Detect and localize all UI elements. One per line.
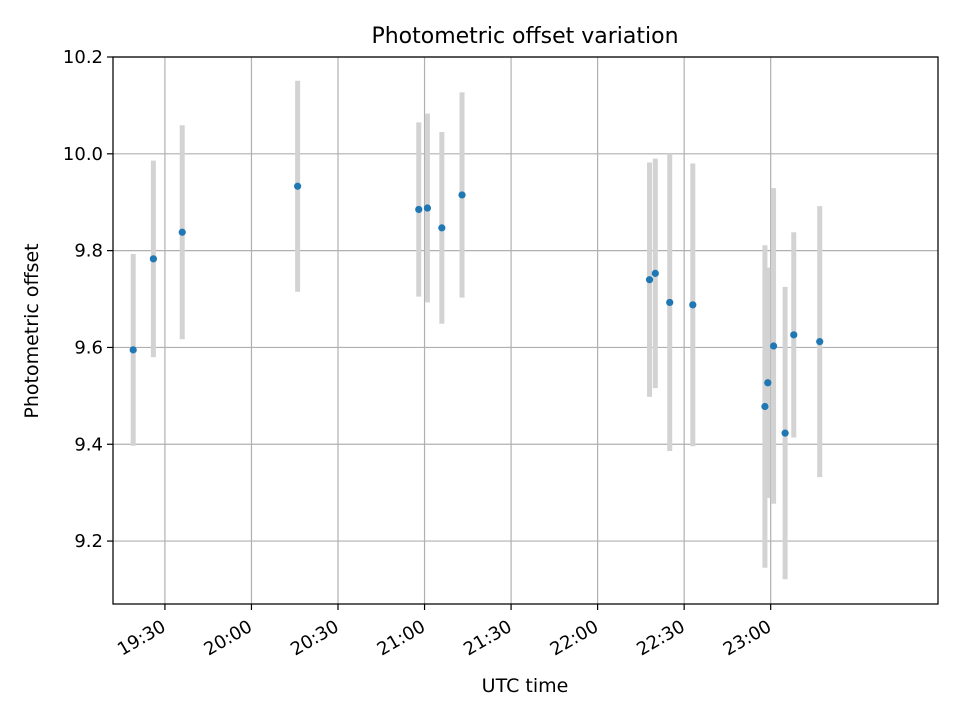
y-tick-label: 10.0 [63, 144, 103, 165]
data-point [129, 346, 137, 354]
data-point [645, 276, 654, 284]
x-axis-label: UTC time [482, 675, 569, 697]
y-axis: 9.2 9.4 9.6 9.8 10.0 10.2 [63, 47, 113, 552]
plot-frame [112, 56, 939, 605]
data-point [781, 429, 789, 437]
data-point [458, 191, 466, 199]
data-point [764, 379, 772, 387]
data-point [423, 204, 432, 212]
data-point [790, 331, 798, 339]
data-point [769, 342, 778, 350]
data-point [415, 205, 423, 214]
data-point [689, 301, 697, 309]
y-tick-label: 9.4 [74, 434, 103, 455]
data-point [816, 338, 824, 346]
y-tick-label: 9.6 [74, 337, 103, 358]
y-axis-label: Photometric offset [21, 243, 43, 418]
data-point [294, 182, 302, 190]
data-point [149, 255, 157, 263]
y-tick-label: 9.8 [74, 241, 103, 262]
data-points [129, 182, 824, 437]
data-point [651, 269, 659, 277]
y-tick-label: 10.2 [63, 47, 103, 68]
chart-title: Photometric offset variation [371, 24, 678, 49]
y-tick-label: 9.2 [74, 531, 103, 552]
data-point [178, 228, 186, 236]
data-point [761, 402, 769, 411]
data-point [666, 298, 674, 307]
data-point [438, 224, 446, 232]
